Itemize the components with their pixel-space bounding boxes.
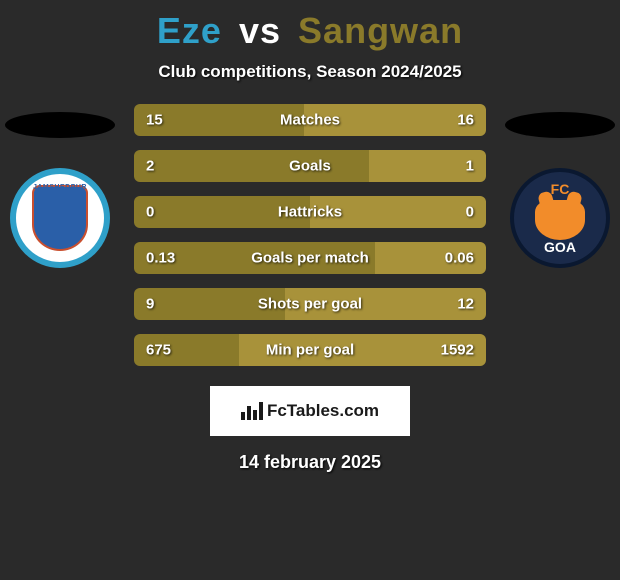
left-side: JAMSHEDPUR (0, 104, 120, 268)
stat-label: Shots per goal (258, 296, 362, 313)
stat-value-right: 0 (466, 204, 474, 221)
date-label: 14 february 2025 (0, 452, 620, 473)
stat-value-left: 675 (146, 342, 171, 359)
stat-value-right: 1 (466, 158, 474, 175)
stat-bars: 15 16 Matches 2 1 Goals 0 0 Hattricks 0.13 0.06 Goa… (134, 104, 486, 366)
stat-value-right: 16 (457, 112, 474, 129)
player1-shadow (5, 112, 115, 138)
subtitle: Club competitions, Season 2024/2025 (0, 62, 620, 82)
comparison-title: Eze vs Sangwan (0, 0, 620, 52)
stat-value-right: 1592 (441, 342, 474, 359)
stat-row: 9 12 Shots per goal (134, 288, 486, 320)
stat-value-right: 12 (457, 296, 474, 313)
content-area: JAMSHEDPUR FC GOA 15 16 Matches 2 1 Goals 0 0 Ha… (0, 104, 620, 366)
barchart-icon (241, 402, 263, 420)
stat-value-left: 0 (146, 204, 154, 221)
stat-value-left: 0.13 (146, 250, 175, 267)
stat-label: Min per goal (266, 342, 354, 359)
club-badge-left: JAMSHEDPUR (10, 168, 110, 268)
stat-row: 15 16 Matches (134, 104, 486, 136)
stat-value-right: 0.06 (445, 250, 474, 267)
club-right-fc: FC (551, 182, 570, 196)
bar-segment-left (134, 150, 369, 182)
stat-row: 0.13 0.06 Goals per match (134, 242, 486, 274)
player2-name: Sangwan (298, 10, 463, 51)
attribution-badge: FcTables.com (210, 386, 410, 436)
stat-row: 0 0 Hattricks (134, 196, 486, 228)
attribution-text: FcTables.com (267, 401, 379, 421)
club-badge-right: FC GOA (510, 168, 610, 268)
stat-label: Matches (280, 112, 340, 129)
stat-row: 2 1 Goals (134, 150, 486, 182)
club-left-shield-icon (32, 185, 88, 251)
player2-shadow (505, 112, 615, 138)
stat-label: Goals (289, 158, 331, 175)
stat-label: Goals per match (251, 250, 369, 267)
club-right-mascot-icon (535, 200, 585, 240)
stat-row: 675 1592 Min per goal (134, 334, 486, 366)
club-left-label: JAMSHEDPUR (33, 184, 87, 191)
stat-value-left: 9 (146, 296, 154, 313)
stat-label: Hattricks (278, 204, 342, 221)
vs-label: vs (239, 10, 281, 51)
club-right-goa: GOA (544, 240, 576, 254)
player1-name: Eze (157, 10, 222, 51)
stat-value-left: 2 (146, 158, 154, 175)
right-side: FC GOA (500, 104, 620, 268)
stat-value-left: 15 (146, 112, 163, 129)
